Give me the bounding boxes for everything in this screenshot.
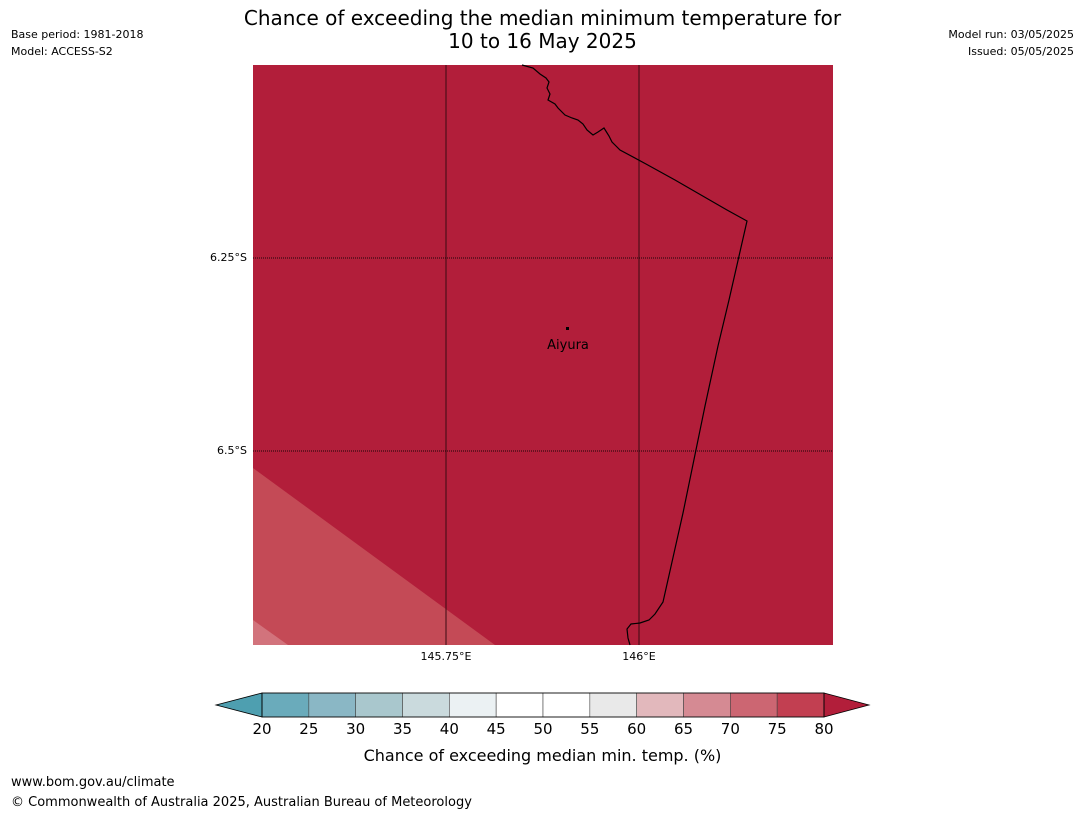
footer-copyright: © Commonwealth of Australia 2025, Austra…	[11, 795, 472, 810]
colorbar-tick-25: 25	[299, 720, 319, 738]
colorbar-label: Chance of exceeding median min. temp. (%…	[363, 746, 722, 765]
colorbar-frame	[261, 692, 825, 718]
footer-url: www.bom.gov.au/climate	[11, 775, 175, 790]
title-line-2: 10 to 16 May 2025	[448, 29, 637, 53]
colorbar-tick-70: 70	[720, 720, 740, 738]
title-line-1: Chance of exceeding the median minimum t…	[243, 6, 842, 30]
colorbar-tick-60: 60	[627, 720, 647, 738]
colorbar-cell-35	[402, 692, 450, 718]
dot-marker	[566, 327, 569, 330]
colorbar-over-arrow	[823, 692, 871, 718]
colorbar-tick-20: 20	[252, 720, 272, 738]
colorbar-cell-75	[776, 692, 825, 718]
colorbar-tick-55: 55	[580, 720, 600, 738]
colorbar-cell-60	[636, 692, 684, 718]
colorbar-cell-30	[355, 692, 403, 718]
lon-label-145-75: 145.75°E	[420, 650, 472, 663]
colorbar-cell-55	[589, 692, 637, 718]
colorbar-tick-80: 80	[814, 720, 834, 738]
probability-band-70	[253, 468, 495, 645]
colorbar-tick-50: 50	[533, 720, 553, 738]
issued-date: Issued: 05/05/2025	[967, 45, 1074, 58]
colorbar-cell-40	[449, 692, 497, 718]
lat-label-6-5: 6.5°S	[217, 444, 247, 457]
colorbar-tick-40: 40	[439, 720, 459, 738]
meta-left: Base period: 1981-2018 Model: ACCESS-S2	[11, 26, 143, 60]
base-period: Base period: 1981-2018	[11, 28, 144, 41]
colorbar-cell-45	[495, 692, 544, 718]
colorbar-tick-75: 75	[767, 720, 787, 738]
colorbar-tick-30: 30	[346, 720, 366, 738]
colorbar-ticks: 20 25 30 35 40 45 50 55 60 65 70 75 80	[0, 720, 1085, 740]
lat-label-6-25: 6.25°S	[210, 251, 247, 264]
colorbar-cell-70	[730, 692, 778, 718]
map-title: Chance of exceeding the median minimum t…	[0, 7, 1085, 53]
province-border	[521, 64, 748, 646]
colorbar-cell-20	[261, 692, 310, 718]
lon-label-146: 146°E	[622, 650, 656, 663]
colorbar-cell-25	[308, 692, 356, 718]
colorbar-tick-65: 65	[673, 720, 694, 738]
place-label-aiyura: Aiyura	[547, 338, 589, 353]
colorbar-cell-50	[542, 692, 591, 718]
colorbar-tick-35: 35	[392, 720, 413, 738]
colorbar	[214, 692, 871, 718]
probability-band-65	[253, 620, 288, 645]
colorbar-under-arrow	[214, 692, 263, 718]
colorbar-cell-65	[683, 692, 731, 718]
map-panel: Aiyura	[253, 64, 833, 646]
model-run: Model run: 03/05/2025	[948, 28, 1074, 41]
colorbar-tick-45: 45	[486, 720, 506, 738]
meta-right: Model run: 03/05/2025 Issued: 05/05/2025	[948, 26, 1074, 60]
model-name: Model: ACCESS-S2	[11, 45, 113, 58]
